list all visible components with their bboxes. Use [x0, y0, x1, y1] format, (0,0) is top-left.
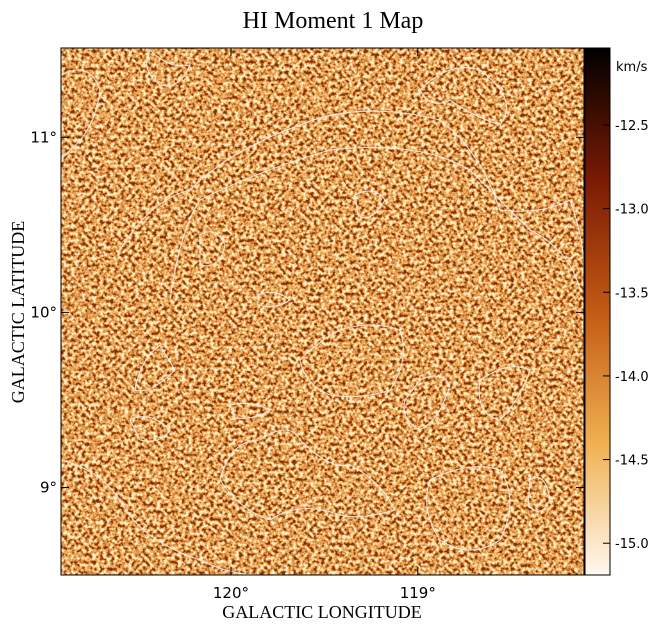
map [61, 48, 584, 575]
y-tick-label: 11° [30, 128, 57, 146]
map-image [61, 48, 584, 575]
y-tick-label: 9° [40, 478, 57, 496]
colorbar-tick-label: -15.0 [615, 537, 649, 552]
colorbar-tick-label: -14.0 [615, 370, 649, 385]
chart: HI Moment 1 Map km/s GALACTIC LONGITUDE … [0, 0, 666, 629]
chart-title: HI Moment 1 Map [243, 8, 424, 34]
y-tick-label: 10° [30, 303, 57, 321]
colorbar [585, 48, 610, 575]
colorbar-tick-label: -12.5 [615, 119, 649, 134]
y-axis-label: GALACTIC LATITUDE [8, 221, 28, 403]
colorbar-tick-label: -13.0 [615, 203, 649, 218]
x-tick-label: 119° [400, 584, 436, 602]
colorbar-tick-label: -13.5 [615, 286, 649, 301]
x-tick-label: 120° [213, 584, 249, 602]
colorbar-tick-label: -14.5 [615, 454, 649, 469]
colorbar-label: km/s [616, 60, 648, 75]
x-axis-label: GALACTIC LONGITUDE [222, 602, 421, 622]
